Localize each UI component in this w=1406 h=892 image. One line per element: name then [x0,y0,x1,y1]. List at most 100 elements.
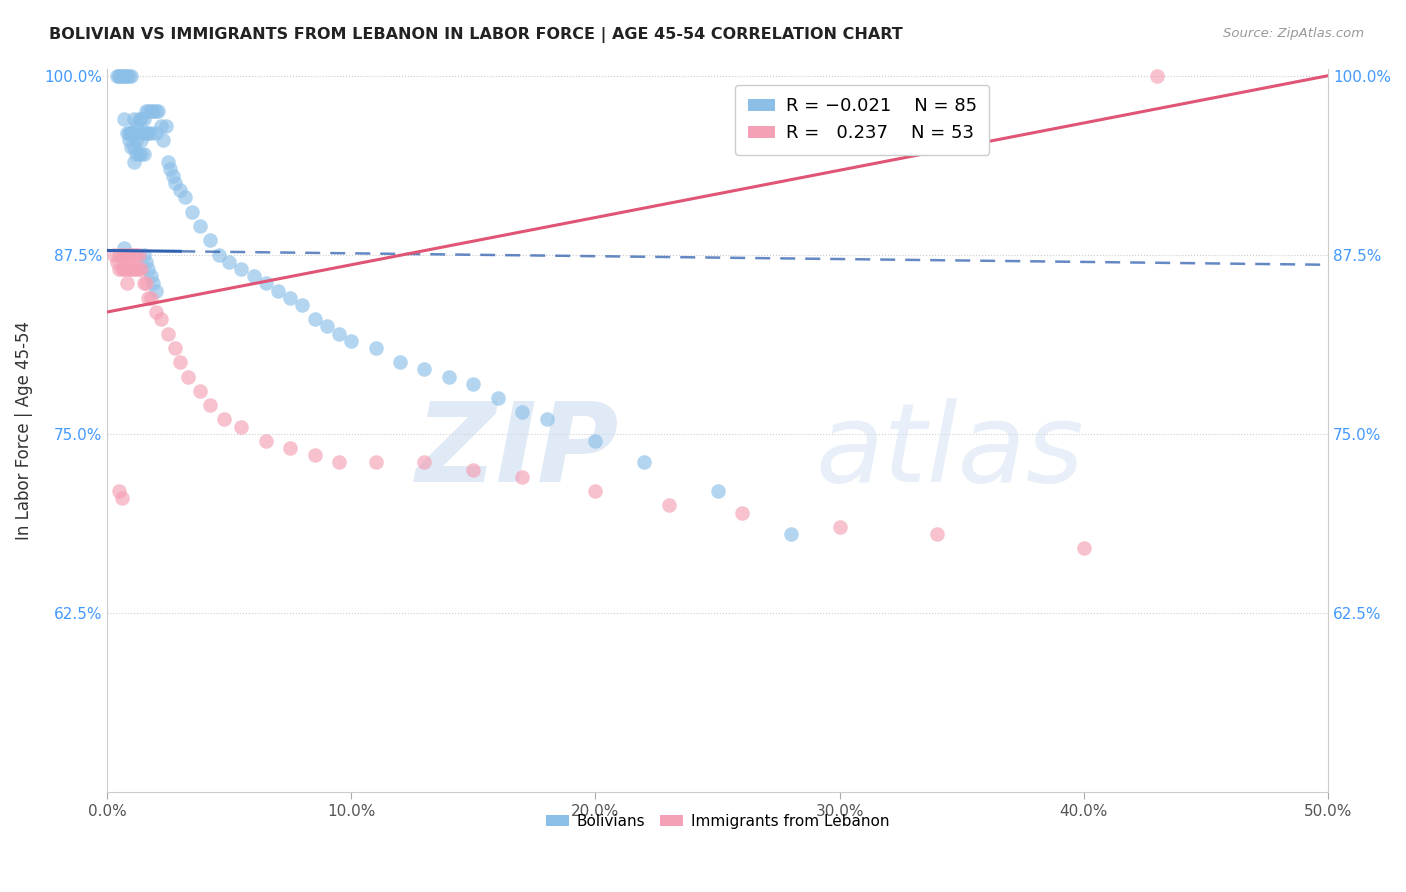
Point [731,506,754,520]
Point [142,277,165,291]
Point [138,104,160,119]
Point [157,154,180,169]
Point [1146,69,1168,83]
Point [122,262,145,277]
Point [218,255,240,269]
Text: BOLIVIAN VS IMMIGRANTS FROM LEBANON IN LABOR FORCE | AGE 45-54 CORRELATION CHART: BOLIVIAN VS IMMIGRANTS FROM LEBANON IN L… [49,27,903,43]
Point [139,291,162,305]
Point [132,277,155,291]
Point [132,147,155,161]
Point [125,262,148,277]
Point [278,441,301,455]
Point [437,369,460,384]
Point [152,133,174,147]
Point [364,455,387,469]
Point [413,455,436,469]
Point [155,119,177,133]
Point [115,277,138,291]
Point [176,369,198,384]
Point [115,69,138,83]
Point [463,462,485,476]
Point [108,69,131,83]
Point [129,262,152,277]
Point [125,133,148,147]
Point [188,219,211,233]
Point [122,126,145,140]
Point [112,69,135,83]
Point [120,140,142,154]
Point [129,133,152,147]
Point [486,391,509,405]
Point [828,520,851,534]
Point [111,491,134,506]
Point [278,291,301,305]
Point [128,248,150,262]
Point [128,262,150,277]
Point [128,147,150,161]
Point [328,326,350,341]
Point [315,319,337,334]
Point [706,484,728,499]
Point [120,69,142,83]
Text: ZIP: ZIP [416,399,620,506]
Point [135,126,157,140]
Point [212,412,235,426]
Point [103,248,125,262]
Point [129,147,152,161]
Point [112,69,135,83]
Point [118,133,141,147]
Point [658,499,681,513]
Point [132,112,155,126]
Point [169,355,191,369]
Point [779,527,801,541]
Point [463,376,485,391]
Point [112,112,135,126]
Point [112,241,135,255]
Point [340,334,363,348]
Point [231,262,253,277]
Point [125,248,148,262]
Point [108,248,131,262]
Point [536,412,558,426]
Point [125,147,148,161]
Point [242,269,264,284]
Text: atlas: atlas [815,399,1084,506]
Point [135,277,157,291]
Point [583,484,606,499]
Point [105,255,128,269]
Point [142,104,165,119]
Point [165,341,187,355]
Point [132,248,155,262]
Point [198,234,221,248]
Point [122,112,145,126]
Point [291,298,314,312]
Point [128,112,150,126]
Point [122,140,145,154]
Point [927,527,949,541]
Point [267,284,290,298]
Point [254,434,277,448]
Point [157,326,180,341]
Point [111,262,134,277]
Point [112,248,135,262]
Point [112,262,135,277]
Point [120,248,142,262]
Point [181,204,204,219]
Point [159,161,181,176]
Point [165,176,187,190]
Point [583,434,606,448]
Point [139,269,162,284]
Point [139,104,162,119]
Point [125,119,148,133]
Point [174,190,197,204]
Point [1073,541,1095,556]
Point [188,384,211,398]
Text: Source: ZipAtlas.com: Source: ZipAtlas.com [1223,27,1364,40]
Point [120,126,142,140]
Point [120,262,142,277]
Point [138,262,160,277]
Point [254,277,277,291]
Point [145,104,167,119]
Point [115,262,138,277]
Point [510,405,533,419]
